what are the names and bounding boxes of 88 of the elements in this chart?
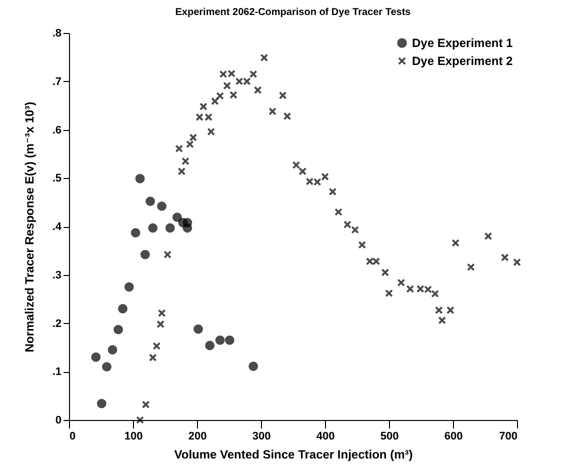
- point: [321, 172, 329, 181]
- point: [513, 258, 521, 266]
- point: [156, 320, 164, 328]
- point: [182, 223, 192, 233]
- point: [152, 342, 161, 350]
- point: [283, 112, 292, 120]
- point: [114, 324, 123, 334]
- point: [175, 144, 184, 153]
- legend-label: Dye Experiment 2: [412, 54, 514, 68]
- point: [334, 208, 342, 216]
- y-tick-label: .1: [52, 366, 62, 378]
- point: [452, 238, 460, 247]
- point: [124, 282, 134, 292]
- x-tick-label: 400: [316, 430, 335, 442]
- point: [182, 157, 190, 166]
- point: [164, 250, 172, 259]
- x-tick-label: 300: [252, 430, 271, 442]
- point: [189, 134, 198, 142]
- chart-title: Experiment 2062-Comparison of Dye Tracer Tests: [175, 7, 412, 18]
- point: [328, 188, 337, 196]
- point: [431, 290, 440, 298]
- y-tick-label: .8: [52, 28, 62, 40]
- y-tick-label: .5: [52, 172, 62, 185]
- point: [142, 400, 150, 408]
- point: [157, 201, 167, 211]
- point: [385, 289, 393, 298]
- point: [130, 228, 140, 238]
- point: [500, 253, 509, 262]
- point: [207, 128, 216, 136]
- point: [230, 90, 238, 99]
- point: [158, 309, 166, 318]
- point: [397, 278, 406, 287]
- point: [148, 223, 158, 233]
- point: [108, 345, 118, 355]
- y-tick-label: .4: [52, 221, 62, 233]
- point: [136, 416, 144, 424]
- point: [260, 54, 268, 62]
- x-tick-label: 100: [124, 430, 143, 442]
- point: [278, 91, 287, 100]
- point: [406, 284, 414, 293]
- point: [118, 304, 128, 314]
- point: [205, 340, 215, 350]
- point: [165, 223, 175, 233]
- y-tick-label: 0: [55, 414, 62, 426]
- point: [91, 352, 101, 362]
- point: [254, 86, 262, 94]
- point: [148, 354, 157, 362]
- point: [351, 226, 360, 234]
- x-tick-label: 500: [380, 430, 399, 442]
- point: [172, 212, 182, 222]
- point: [268, 107, 276, 116]
- point: [210, 97, 219, 106]
- legend-label: Dye Experiment 1: [412, 36, 514, 50]
- point: [358, 240, 366, 249]
- point: [248, 362, 258, 372]
- point: [135, 174, 145, 184]
- y-axis-title: Normalized Tracer Response E(v) (m⁻³x 10³): [22, 102, 36, 352]
- point: [199, 102, 208, 110]
- point: [446, 306, 454, 314]
- point: [292, 161, 300, 170]
- point: [298, 167, 307, 176]
- y-tick-label: .7: [52, 76, 62, 88]
- point: [215, 335, 225, 345]
- point: [194, 324, 203, 334]
- x-axis-title: Volume Vented Since Tracer Injection (m³): [174, 448, 413, 462]
- point: [216, 92, 224, 100]
- point: [466, 263, 475, 272]
- point: [178, 167, 186, 176]
- y-tick-label: .3: [52, 269, 62, 282]
- point: [140, 250, 150, 260]
- point: [146, 196, 155, 206]
- point: [186, 140, 194, 148]
- point: [434, 306, 443, 314]
- x-tick-label: 600: [444, 430, 463, 442]
- point: [96, 398, 106, 408]
- x-tick-label: 200: [188, 430, 207, 442]
- point: [381, 268, 390, 276]
- point: [438, 316, 446, 324]
- point: [224, 335, 234, 345]
- y-tick-label: .2: [52, 318, 62, 330]
- point: [249, 70, 258, 78]
- point: [102, 362, 112, 372]
- point: [343, 220, 352, 229]
- x-tick-label: 700: [499, 430, 518, 442]
- point: [484, 232, 492, 240]
- y-tick-label: .6: [52, 124, 62, 136]
- x-tick-label: 0: [70, 430, 76, 442]
- point: [223, 82, 232, 90]
